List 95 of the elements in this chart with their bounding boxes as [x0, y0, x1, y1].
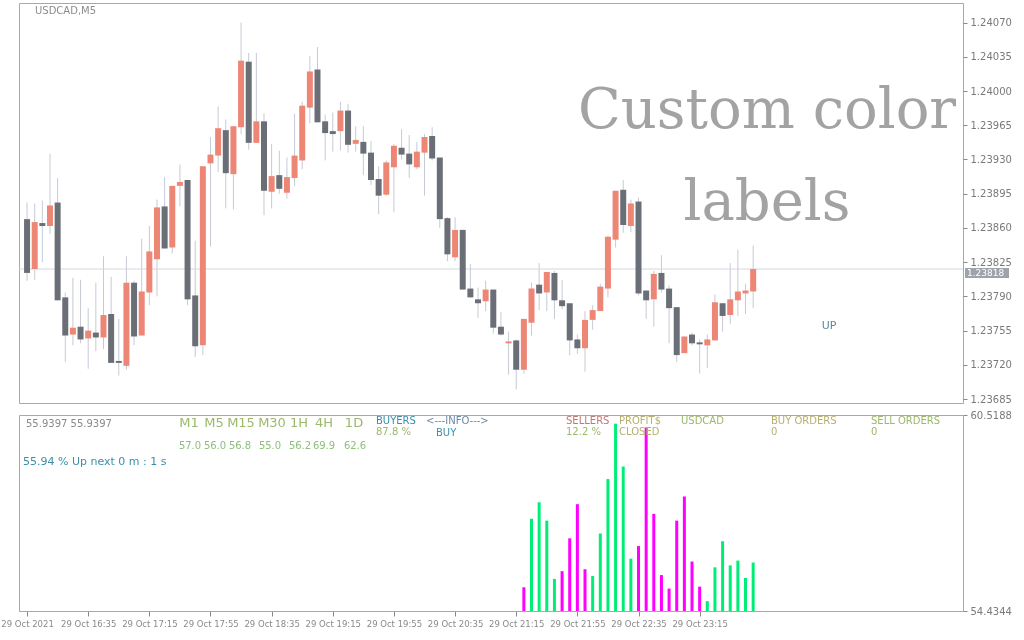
y-tick-label: 1.23720 — [970, 359, 1012, 371]
annotation: 56.8 — [228, 440, 252, 451]
candlestick — [276, 150, 283, 195]
x-tick-label: 29 Oct 19:55 — [366, 618, 423, 629]
annotation: Custom color labels — [577, 76, 957, 233]
annotation: PROFIT$ — [619, 415, 662, 426]
annotation: UP — [821, 319, 837, 332]
annotation: M5 — [204, 415, 224, 430]
candlestick — [536, 262, 543, 311]
candlestick — [100, 255, 107, 350]
y-tick-label: 1.24035 — [970, 51, 1012, 63]
y-tick-label: 1.23825 — [970, 256, 1012, 268]
annotation: USDCAD — [681, 415, 725, 426]
x-tick-label: 29 Oct 2021 — [1, 618, 54, 629]
candlestick — [390, 143, 397, 213]
annotation: 1H — [289, 415, 309, 430]
annotation: BUYERS — [376, 415, 416, 426]
chart-title: USDCAD,M5 — [35, 5, 97, 16]
x-tick-label: 29 Oct 19:15 — [305, 618, 361, 629]
candlestick — [253, 52, 260, 144]
annotation: 55.9397 55.9397 — [26, 418, 112, 429]
candlestick — [176, 163, 183, 207]
candlestick — [283, 157, 290, 200]
candlestick — [734, 248, 741, 317]
candlestick — [727, 262, 734, 325]
annotation: 87.8 % — [376, 426, 411, 437]
x-tick-label: 29 Oct 17:55 — [183, 618, 239, 629]
candlestick — [360, 125, 367, 176]
annotation: 69.9 — [312, 440, 336, 451]
candlestick — [69, 277, 76, 346]
candlestick — [482, 280, 489, 312]
candlestick — [429, 126, 436, 161]
candlestick — [39, 200, 46, 263]
y-tick-label: 1.23685 — [970, 393, 1012, 405]
annotation: 56.0 — [203, 440, 227, 451]
y-tick-label: 1.23755 — [970, 325, 1012, 337]
ref-line-label: 1.23818 — [967, 268, 1005, 279]
y-tick-label: 1.23965 — [970, 119, 1012, 131]
annotation: 56.2 — [288, 440, 312, 451]
y-tick-label: 1.24070 — [970, 17, 1012, 29]
annotation: 57.0 — [178, 440, 202, 451]
candlestick — [77, 279, 84, 344]
y-tick-label: 1.24000 — [970, 85, 1012, 97]
x-tick-label: 29 Oct 21:55 — [550, 618, 606, 629]
annotation: 55.94 % Up next 0 m : 1 s — [23, 455, 167, 468]
candlestick — [413, 141, 420, 170]
annotation: BUY — [436, 427, 458, 438]
candlestick — [207, 136, 214, 248]
candlestick — [543, 271, 550, 312]
candlestick — [505, 331, 512, 376]
annotation: 4H — [314, 415, 334, 430]
x-tick-label: 29 Oct 16:35 — [60, 618, 117, 629]
annotation: BUY ORDERS — [771, 415, 837, 426]
candlestick — [375, 165, 382, 215]
candlestick — [268, 143, 275, 209]
annotation: 0 — [771, 426, 778, 437]
annotation: 55.0 — [258, 440, 282, 451]
candlestick — [329, 112, 336, 153]
candlestick — [46, 153, 53, 235]
candlestick — [352, 125, 359, 153]
annotation: M30 — [258, 415, 286, 430]
x-tick-label: 29 Oct 17:15 — [122, 618, 178, 629]
candlestick — [666, 285, 673, 344]
candlestick — [559, 279, 566, 310]
x-tick-label: 29 Oct 18:35 — [244, 618, 300, 629]
y-tick-label: 60.5188 — [970, 409, 1012, 421]
annotation: M1 — [179, 415, 199, 430]
candlestick — [696, 338, 703, 375]
annotation: SELL ORDERS — [871, 415, 941, 426]
candlestick — [497, 311, 504, 337]
candlestick — [115, 318, 122, 377]
y-tick-label: 54.4344 — [970, 605, 1012, 617]
candlestick — [322, 113, 329, 161]
y-tick-label: 1.23895 — [970, 188, 1012, 200]
annotation: SELLERS — [566, 415, 610, 426]
x-tick-label: 29 Oct 23:15 — [672, 618, 728, 629]
candlestick — [627, 199, 634, 233]
annotation: 12.2 % — [566, 426, 601, 437]
candlestick — [337, 101, 344, 152]
x-tick-label: 29 Oct 22:35 — [611, 618, 667, 629]
annotation: M15 — [227, 415, 255, 430]
candlestick — [658, 254, 665, 293]
y-tick-label: 1.23930 — [970, 153, 1012, 165]
annotation: 62.6 — [343, 440, 367, 451]
x-tick-label: 29 Oct 21:15 — [489, 618, 545, 629]
annotation: 0 — [871, 426, 878, 437]
y-tick-label: 1.23790 — [970, 290, 1012, 302]
x-tick-label: 29 Oct 20:35 — [427, 618, 484, 629]
candlestick — [421, 133, 428, 197]
annotation: <---INFO---> — [426, 415, 489, 426]
candlestick — [704, 334, 711, 369]
y-tick-label: 1.23860 — [970, 222, 1012, 234]
candlestick — [719, 302, 726, 333]
annotation: 1D — [344, 415, 364, 430]
candlestick — [475, 287, 482, 319]
